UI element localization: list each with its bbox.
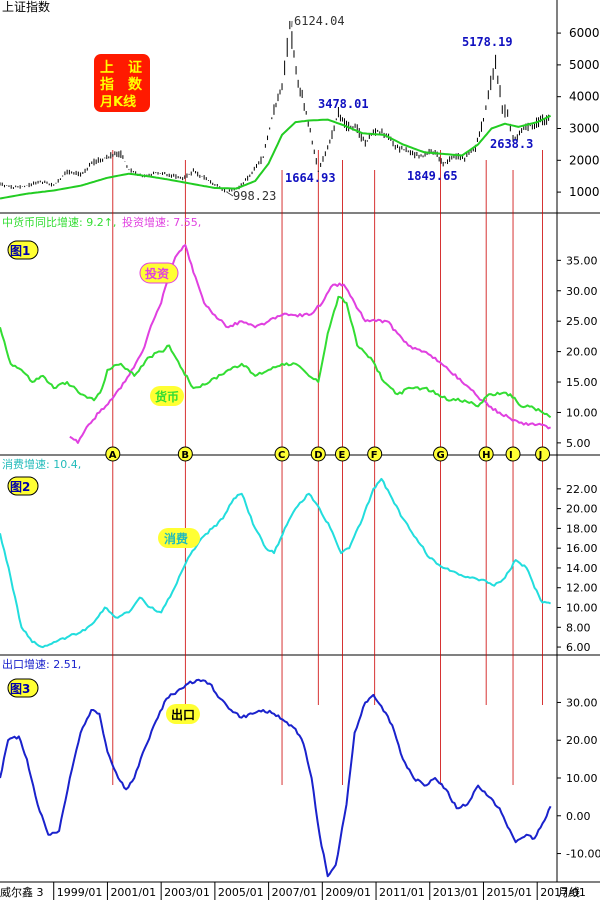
y-tick-label: 18.00 (566, 522, 598, 535)
export-header: 出口增速: 2.51, (2, 657, 81, 671)
annotation: 2638.3 (490, 137, 533, 151)
event-marker (478, 446, 494, 462)
x-tick-label: 1999/01 (57, 886, 103, 899)
software-label: 威尔鑫 3 (0, 885, 44, 899)
y-tick-label: 5000 (569, 58, 600, 72)
annotation: 1664.93 (285, 171, 336, 185)
x-tick-label: 2003/01 (164, 886, 210, 899)
event-marker (505, 446, 521, 462)
event-marker (310, 446, 326, 462)
x-tick-label: 2015/01 (486, 886, 532, 899)
event-marker (535, 446, 551, 462)
money-line (0, 295, 552, 419)
event-marker (334, 446, 350, 462)
y-tick-label: 15.00 (566, 376, 598, 389)
y-tick-label: 1000 (569, 185, 600, 199)
y-tick-label: 20.00 (566, 734, 598, 747)
event-label: I (509, 450, 513, 461)
y-tick-label: 2000 (569, 153, 600, 167)
event-label: G (437, 450, 445, 461)
badge-char: 数 (128, 76, 143, 93)
x-tick-label: 2013/01 (433, 886, 479, 899)
event-marker (177, 446, 193, 462)
period-label: 月线 (558, 885, 580, 899)
annotation: 998.23 (233, 189, 276, 203)
annotation: 1849.65 (407, 169, 458, 183)
y-tick-label: 10.00 (566, 602, 598, 615)
badge-char: 指 (100, 76, 114, 93)
invest-header: 投资增速: 7.55, (122, 215, 201, 229)
y-tick-label: 4000 (569, 90, 600, 104)
series-label: 货币 (155, 389, 179, 404)
event-label: F (371, 450, 378, 461)
event-marker (367, 446, 383, 462)
event-label: E (338, 450, 345, 461)
annot-leader (226, 191, 234, 197)
index-badge (94, 54, 150, 112)
annotation: 6124.04 (294, 14, 345, 28)
series-label: 投资 (145, 266, 169, 281)
y-tick-label: 20.00 (566, 503, 598, 516)
badge-char: 证 (128, 60, 142, 76)
y-tick-label: 0.00 (566, 810, 591, 823)
annotation: 5178.19 (462, 35, 513, 49)
event-marker (105, 446, 121, 462)
panel-title: 图2 (10, 480, 30, 494)
series-badge (150, 386, 184, 406)
y-tick-label: 12.00 (566, 582, 598, 595)
panel-badge (7, 476, 39, 496)
y-tick-label: 10.00 (566, 406, 598, 419)
series-label: 出口 (171, 707, 195, 722)
invest-line (69, 244, 552, 444)
ma-line (0, 114, 552, 200)
consume-line (0, 477, 552, 649)
series-badge (139, 262, 179, 284)
y-tick-label: 6.00 (566, 641, 591, 654)
event-marker (274, 446, 290, 462)
panel-badge (7, 678, 39, 698)
badge-char: 上 (100, 60, 114, 76)
panel-title: 上证指数 (2, 0, 50, 14)
y-tick-label: 35.00 (566, 254, 598, 267)
y-tick-label: 25.00 (566, 315, 598, 328)
y-tick-label: 20.00 (566, 346, 598, 359)
money-header: 中货币同比增速: 9.2↑, (2, 215, 116, 229)
x-tick-label: 2001/01 (110, 886, 156, 899)
series-badge (166, 704, 200, 724)
y-tick-label: 10.00 (566, 772, 598, 785)
y-tick-label: 22.00 (566, 483, 598, 496)
event-label: C (278, 450, 285, 461)
y-tick-label: 8.00 (566, 621, 591, 634)
y-tick-label: 3000 (569, 121, 600, 135)
x-tick-label: 2007/01 (272, 886, 318, 899)
event-marker (433, 446, 449, 462)
event-label: H (482, 450, 490, 461)
y-tick-label: 5.00 (566, 437, 591, 450)
export-line (0, 678, 552, 878)
panel-title: 图3 (10, 682, 30, 696)
annotation: 3478.01 (318, 97, 369, 111)
x-tick-label: 2005/01 (218, 886, 264, 899)
y-tick-label: 16.00 (566, 542, 598, 555)
y-tick-label: 6000 (569, 26, 600, 40)
panel-title: 图1 (10, 244, 30, 258)
x-tick-label: 2011/01 (379, 886, 425, 899)
panel-badge (7, 240, 39, 260)
event-label: D (314, 450, 322, 461)
x-tick-label: 2009/01 (325, 886, 371, 899)
x-tick-label: 2017/01 (540, 886, 586, 899)
y-tick-label: 14.00 (566, 562, 598, 575)
y-tick-label: 30.00 (566, 285, 598, 298)
event-label: A (109, 450, 117, 461)
event-label: B (181, 450, 189, 461)
series-label: 消费 (164, 531, 188, 546)
series-badge (158, 528, 200, 548)
consume-header: 消费增速: 10.4, (2, 457, 81, 471)
y-tick-label: 30.00 (566, 696, 598, 709)
badge-char: 月K线 (99, 94, 136, 110)
event-label: J (538, 450, 543, 461)
y-tick-label: -10.00 (566, 848, 600, 861)
